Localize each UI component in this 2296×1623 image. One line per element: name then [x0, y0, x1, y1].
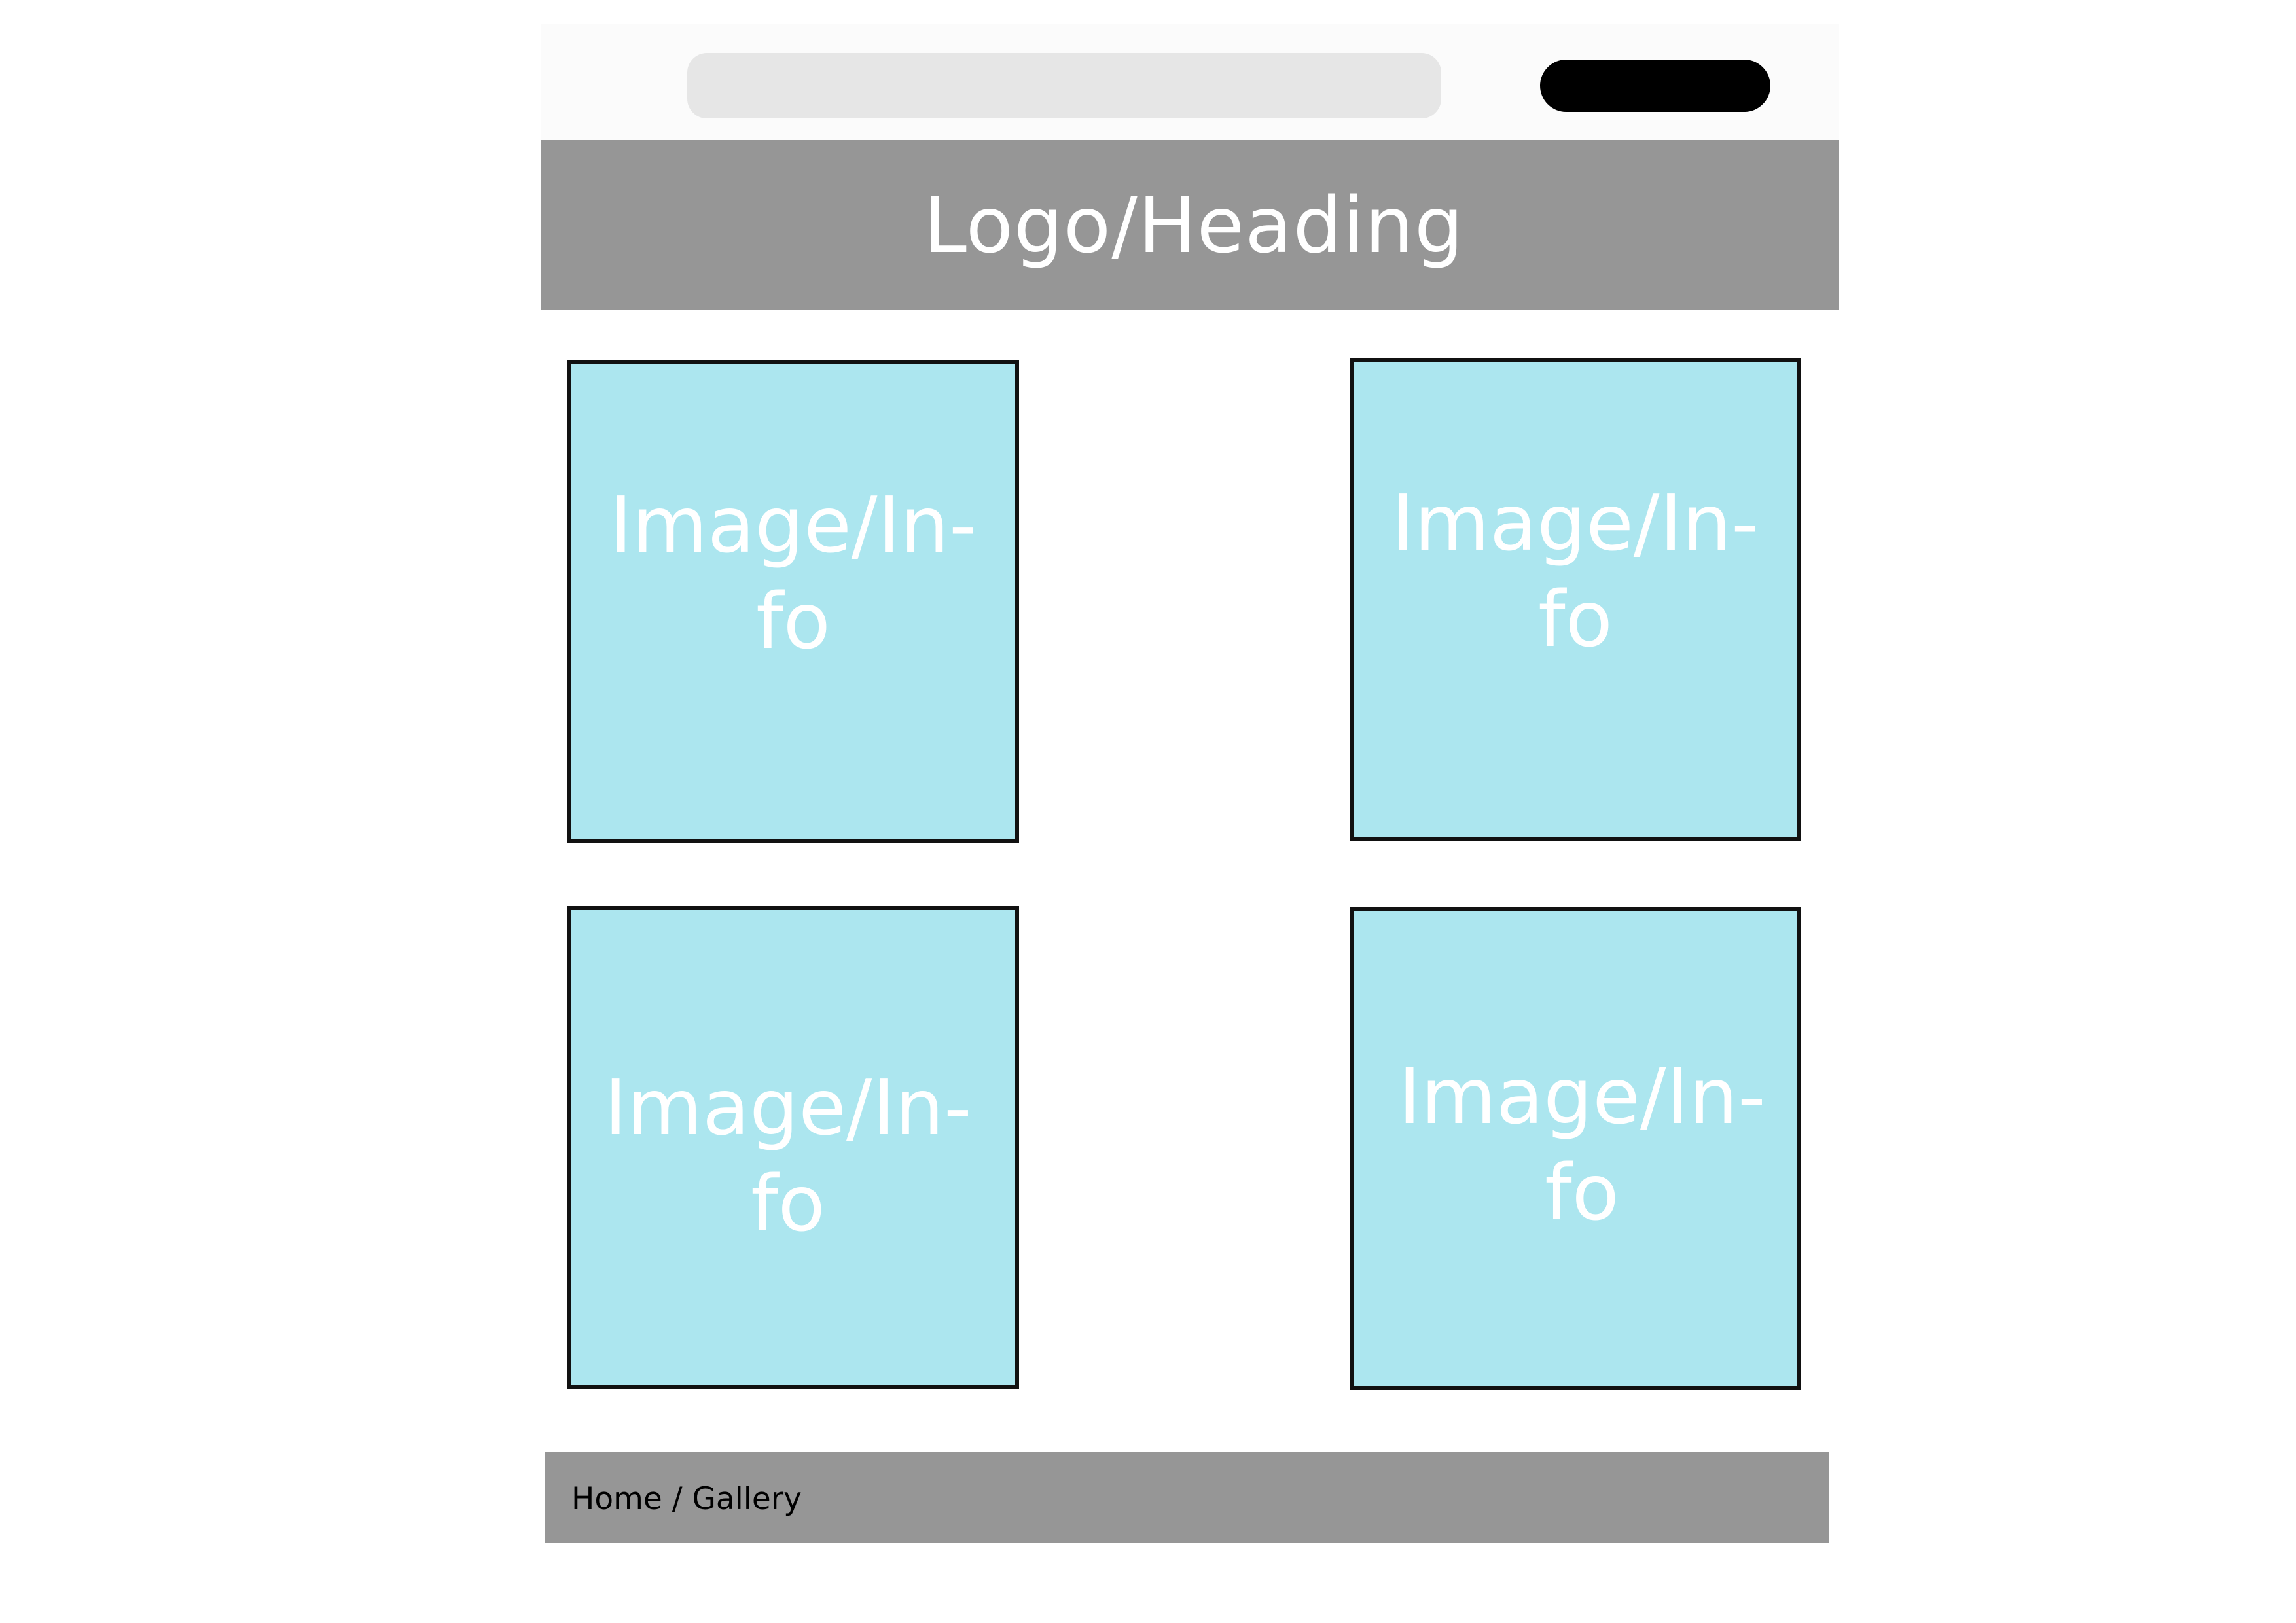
- footer-band: Home / Gallery: [545, 1452, 1829, 1543]
- menu-button[interactable]: [1540, 60, 1770, 112]
- logo-heading: Logo/Heading: [924, 180, 1464, 270]
- breadcrumb[interactable]: Home / Gallery: [571, 1480, 802, 1517]
- search-bar[interactable]: [687, 53, 1441, 118]
- gallery-card-3[interactable]: Image/In- fo: [567, 906, 1019, 1389]
- card-label-3: Image/In- fo: [604, 1062, 972, 1249]
- gallery-card-1[interactable]: Image/In- fo: [567, 360, 1019, 843]
- top-bar: [541, 24, 1839, 140]
- header-band: Logo/Heading: [541, 140, 1839, 310]
- card-label-4: Image/In- fo: [1398, 1051, 1766, 1238]
- gallery-card-4[interactable]: Image/In- fo: [1350, 907, 1801, 1390]
- card-label-2: Image/In- fo: [1391, 478, 1759, 664]
- card-label-1: Image/In- fo: [609, 480, 977, 666]
- gallery-card-2[interactable]: Image/In- fo: [1350, 358, 1801, 841]
- wireframe-page: Logo/Heading Image/In- fo Image/In- fo I…: [541, 24, 1839, 1543]
